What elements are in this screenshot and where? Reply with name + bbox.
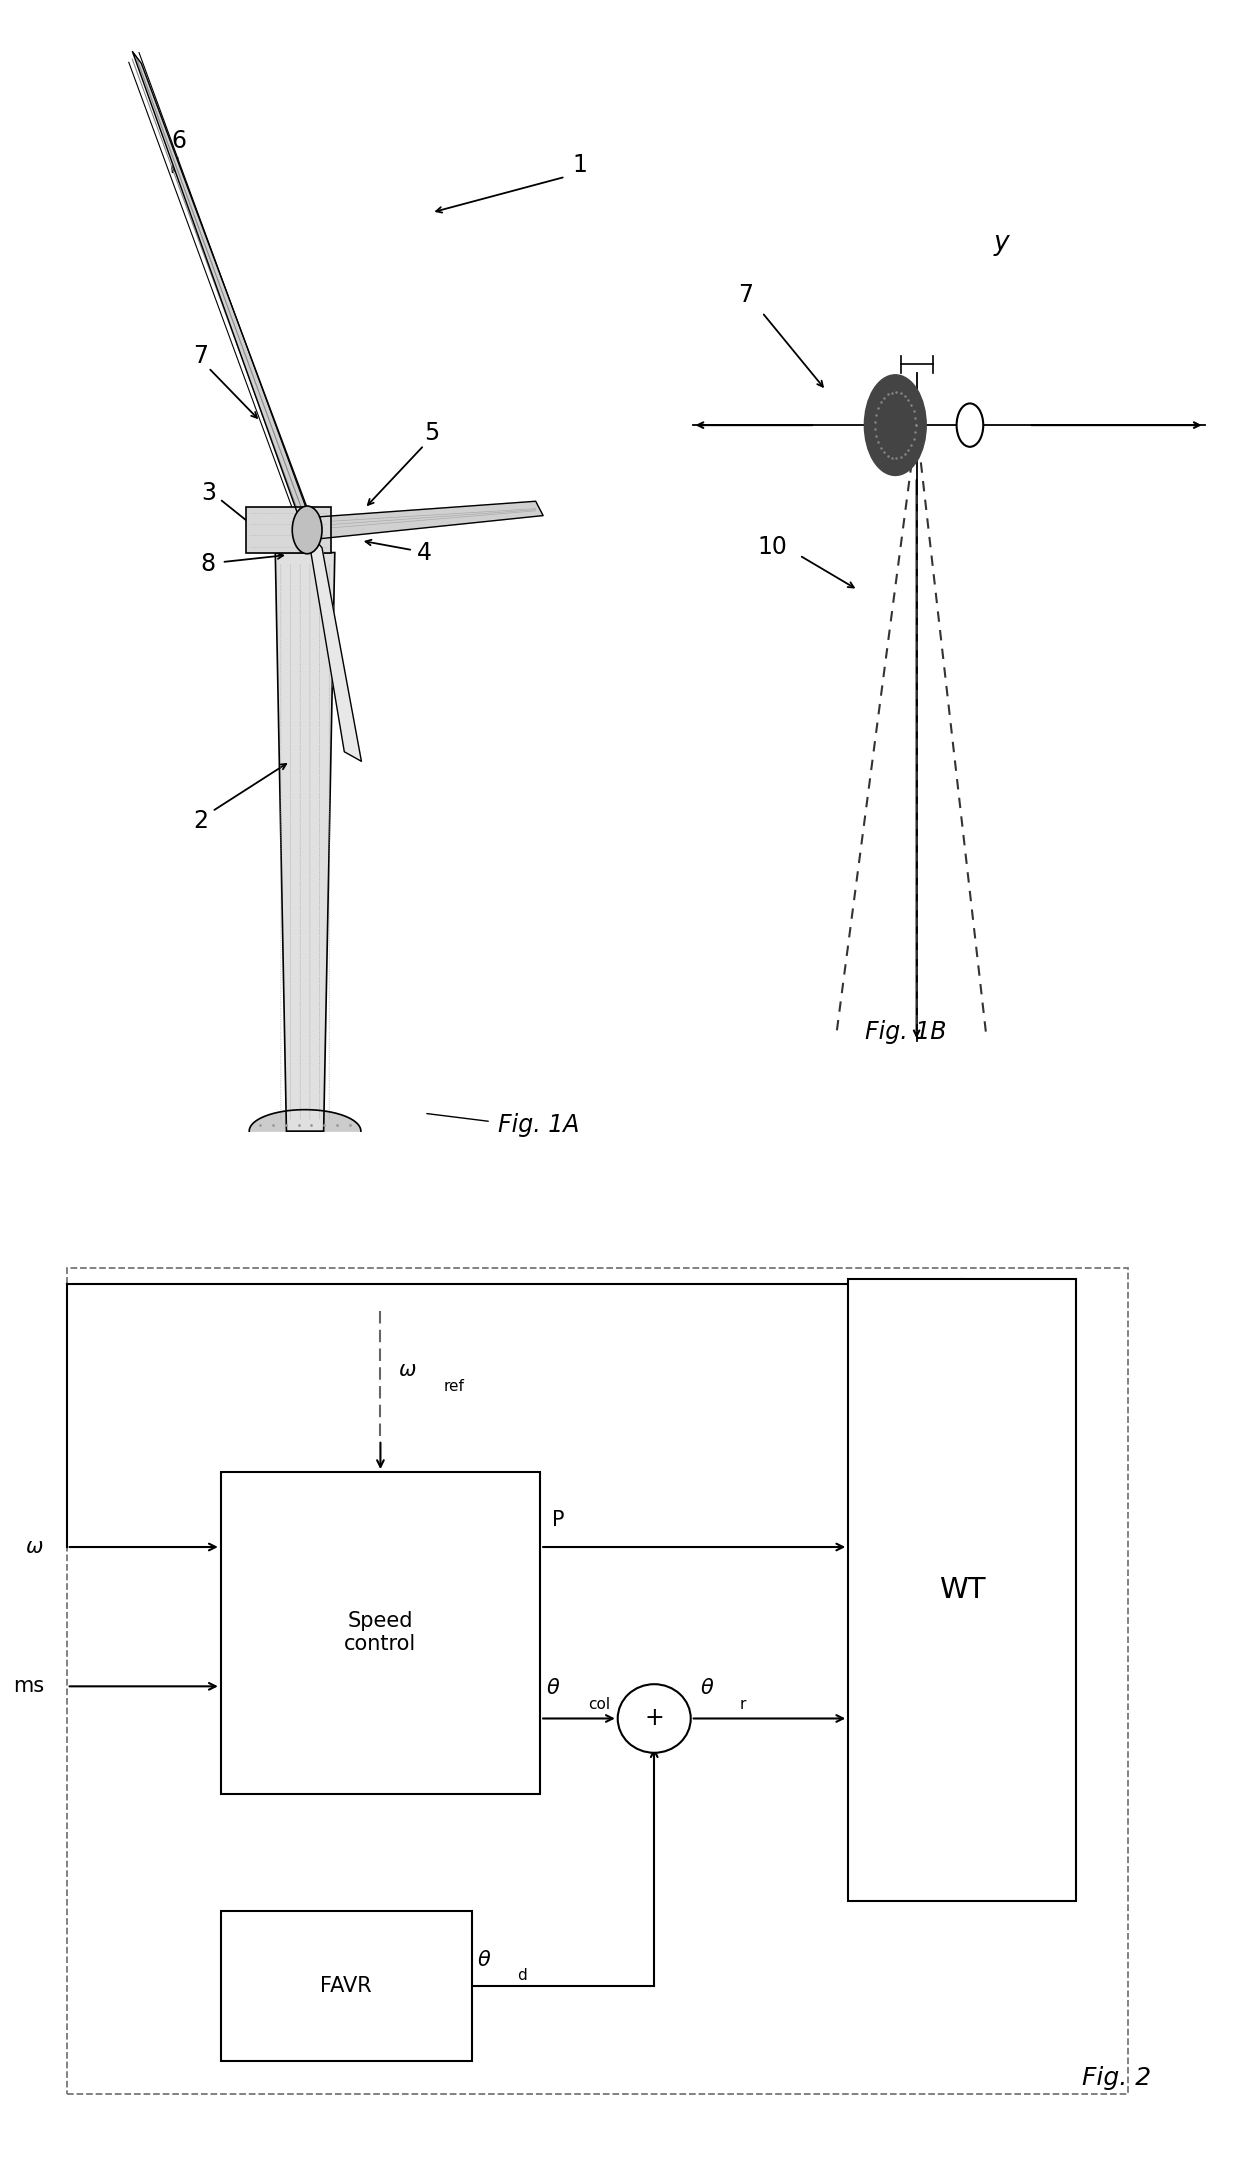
- Text: 3: 3: [201, 482, 216, 505]
- Text: $\theta$: $\theta$: [546, 1679, 560, 1698]
- Polygon shape: [275, 553, 335, 1132]
- Text: 7: 7: [739, 282, 754, 308]
- Circle shape: [618, 1683, 691, 1753]
- Text: 6: 6: [171, 128, 186, 154]
- Text: FAVR: FAVR: [320, 1976, 372, 1995]
- Text: 8: 8: [201, 553, 216, 577]
- Text: Fig. 1A: Fig. 1A: [498, 1113, 580, 1137]
- Text: 1: 1: [573, 152, 588, 178]
- Text: WT: WT: [939, 1577, 986, 1603]
- Text: y: y: [994, 230, 1009, 256]
- FancyBboxPatch shape: [221, 1911, 471, 2061]
- Text: 4: 4: [417, 540, 432, 564]
- FancyBboxPatch shape: [848, 1280, 1076, 1900]
- Polygon shape: [308, 529, 361, 761]
- Text: col: col: [588, 1696, 610, 1711]
- Circle shape: [956, 403, 983, 447]
- Text: ref: ref: [443, 1379, 464, 1395]
- Text: 2: 2: [193, 809, 208, 833]
- Text: 5: 5: [424, 421, 439, 445]
- FancyBboxPatch shape: [246, 508, 331, 553]
- Text: 7: 7: [193, 343, 208, 369]
- Text: $\theta$: $\theta$: [699, 1679, 714, 1698]
- Text: ms: ms: [12, 1677, 43, 1696]
- Text: d: d: [517, 1967, 527, 1982]
- Text: 10: 10: [758, 534, 787, 560]
- FancyBboxPatch shape: [221, 1473, 541, 1794]
- Text: $\omega$: $\omega$: [25, 1538, 43, 1557]
- Text: Speed
control: Speed control: [345, 1612, 417, 1655]
- Circle shape: [864, 375, 926, 475]
- Text: r: r: [740, 1696, 746, 1711]
- Circle shape: [293, 505, 322, 553]
- Text: Fig. 2: Fig. 2: [1081, 2065, 1151, 2089]
- Text: $\theta$: $\theta$: [477, 1950, 492, 1969]
- Text: $\omega$: $\omega$: [398, 1360, 417, 1379]
- Polygon shape: [249, 1111, 361, 1132]
- Text: P: P: [552, 1510, 564, 1529]
- Text: Fig. 1B: Fig. 1B: [866, 1019, 946, 1045]
- Polygon shape: [304, 501, 543, 540]
- Polygon shape: [133, 52, 317, 536]
- Text: +: +: [645, 1707, 665, 1731]
